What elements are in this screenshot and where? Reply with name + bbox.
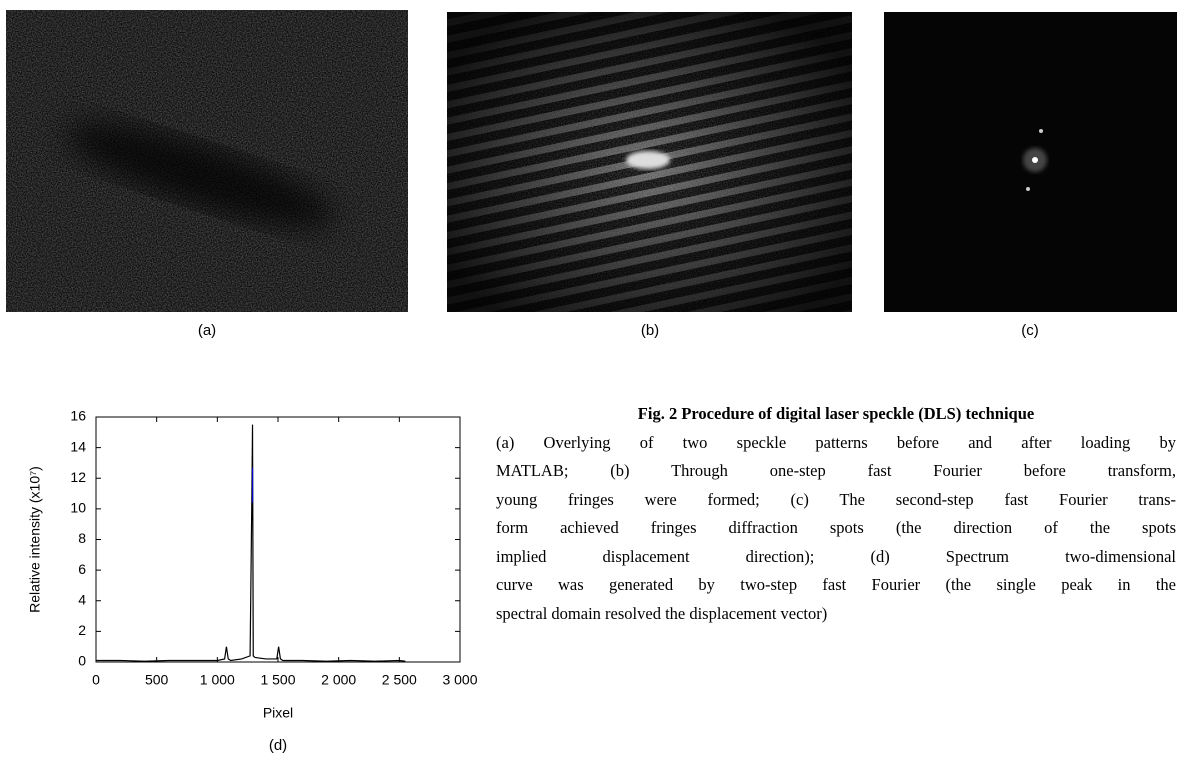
x-tick-label: 1 000	[200, 672, 235, 688]
line	[96, 425, 405, 662]
x-tick-label: 0	[92, 672, 100, 688]
caption-line: implied displacement direction); (d) Spe…	[496, 543, 1176, 572]
y-tick-label: 16	[70, 408, 86, 424]
y-tick-label: 14	[70, 438, 86, 454]
x-tick-label: 500	[145, 672, 169, 688]
x-axis-label: Pixel	[263, 705, 293, 721]
panel-label: (c)	[1021, 322, 1039, 339]
y-axis-label: Relative intensity (x10⁷)	[27, 466, 43, 613]
caption-line: spectral domain resolved the displacemen…	[496, 600, 1176, 629]
caption-line: curve was generated by two-step fast Fou…	[496, 571, 1176, 600]
x-tick-label: 2 500	[382, 672, 417, 688]
caption-title: Fig. 2 Procedure of digital laser speckl…	[496, 400, 1176, 429]
panel-label: (d)	[269, 737, 287, 754]
y-tick-label: 0	[78, 653, 86, 669]
caption-line: (a) Overlying of two speckle patterns be…	[496, 429, 1176, 458]
caption-line: form achieved fringes diffraction spots …	[496, 514, 1176, 543]
image-a	[6, 10, 408, 312]
chart: 0 500 1 000 1 500 2 000 2 500 3 000 0 2 4 6 8 10 12 14…	[0, 330, 480, 730]
image-b	[447, 12, 852, 312]
plot-frame	[96, 417, 460, 662]
y-tick-label: 6	[78, 561, 86, 577]
caption-line: young fringes were formed; (c) The secon…	[496, 486, 1176, 515]
x-tick-label: 1 500	[260, 672, 295, 688]
images	[0, 0, 1183, 330]
y-tick-label: 10	[70, 500, 86, 516]
x-tick-label: 3 000	[442, 672, 477, 688]
page: (a) (b) (c) (d) 05001 0001 5002 0002 500…	[0, 0, 1183, 758]
y-tick-label: 4	[78, 591, 86, 607]
x-tick-label: 2 000	[321, 672, 356, 688]
y-tick-label: 12	[70, 469, 86, 485]
panel-label: (b)	[641, 322, 659, 339]
image-c	[884, 12, 1177, 312]
caption: Fig. 2 Procedure of digital laser speckl…	[496, 400, 1176, 628]
y-tick-label: 2	[78, 622, 86, 638]
caption-line: MATLAB; (b) Through one-step fast Fourie…	[496, 457, 1176, 486]
y-tick-label: 8	[78, 530, 86, 546]
